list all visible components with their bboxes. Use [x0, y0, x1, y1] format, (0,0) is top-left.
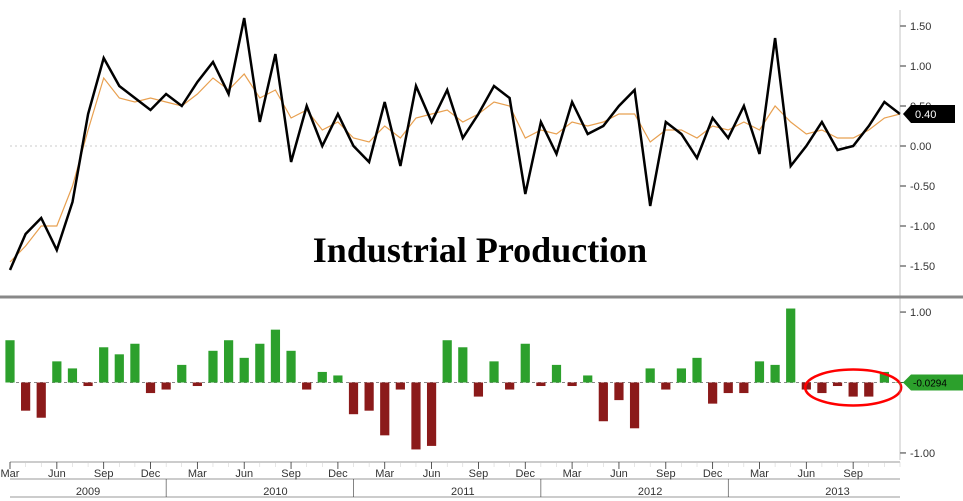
bar — [208, 351, 217, 383]
bar — [255, 344, 264, 383]
bar — [365, 383, 374, 411]
bar — [68, 368, 77, 382]
chart-title: Industrial Production — [313, 230, 647, 270]
x-tick-month: Mar — [563, 468, 582, 480]
bar — [708, 383, 717, 404]
bar — [162, 383, 171, 390]
bar — [599, 383, 608, 422]
bar — [692, 358, 701, 383]
bar — [380, 383, 389, 436]
x-tick-year: 2010 — [263, 486, 287, 498]
last-value-text-top: 0.40 — [915, 109, 936, 121]
y-tick-label: -1.00 — [910, 221, 935, 233]
y-tick-label: 0.00 — [910, 141, 931, 153]
bar — [115, 354, 124, 382]
x-tick-month: Dec — [328, 468, 348, 480]
bar — [583, 375, 592, 382]
bar — [193, 383, 202, 387]
bar — [83, 383, 92, 387]
y-tick-label-bottom: -1.00 — [910, 448, 935, 460]
bar — [333, 375, 342, 382]
bar — [427, 383, 436, 446]
x-tick-year: 2013 — [825, 486, 849, 498]
bar — [849, 383, 858, 397]
chart-container: -1.50-1.00-0.500.000.501.001.500.40Indus… — [0, 0, 963, 501]
y-tick-label-bottom: 1.00 — [910, 307, 931, 319]
bar — [614, 383, 623, 401]
bar — [489, 361, 498, 382]
bar — [724, 383, 733, 394]
x-tick-month: Mar — [1, 468, 20, 480]
bar — [5, 340, 14, 382]
bar — [536, 383, 545, 387]
bar — [130, 344, 139, 383]
bar — [52, 361, 61, 382]
y-tick-label: 1.50 — [910, 21, 931, 33]
bar — [755, 361, 764, 382]
x-tick-month: Jun — [235, 468, 253, 480]
x-tick-month: Jun — [610, 468, 628, 480]
bar — [661, 383, 670, 390]
bar — [318, 372, 327, 383]
bar — [349, 383, 358, 415]
x-tick-month: Sep — [843, 468, 863, 480]
bar — [630, 383, 639, 429]
bar — [458, 347, 467, 382]
bar — [99, 347, 108, 382]
bar — [646, 368, 655, 382]
bar — [271, 330, 280, 383]
bar — [552, 365, 561, 383]
x-tick-year: 2011 — [451, 486, 475, 498]
bar — [786, 309, 795, 383]
bar — [443, 340, 452, 382]
bar — [411, 383, 420, 450]
bar — [240, 358, 249, 383]
bar — [302, 383, 311, 390]
x-tick-month: Sep — [281, 468, 301, 480]
bar — [677, 368, 686, 382]
x-tick-year: 2012 — [638, 486, 662, 498]
bar — [833, 383, 842, 387]
bar — [286, 351, 295, 383]
x-tick-month: Mar — [188, 468, 207, 480]
bar — [37, 383, 46, 418]
y-tick-label: -0.50 — [910, 181, 935, 193]
bar — [146, 383, 155, 394]
x-tick-month: Mar — [750, 468, 769, 480]
bar — [224, 340, 233, 382]
x-tick-month: Jun — [423, 468, 441, 480]
bar — [568, 383, 577, 387]
y-tick-label: 1.00 — [910, 61, 931, 73]
x-tick-month: Mar — [375, 468, 394, 480]
x-tick-year: 2009 — [76, 486, 100, 498]
bar — [521, 344, 530, 383]
bar — [21, 383, 30, 411]
last-value-text-bottom: -0.0294 — [913, 379, 947, 390]
bar — [770, 365, 779, 383]
x-tick-month: Dec — [515, 468, 535, 480]
chart-svg: -1.50-1.00-0.500.000.501.001.500.40Indus… — [0, 0, 963, 501]
bar — [396, 383, 405, 390]
x-tick-month: Sep — [656, 468, 676, 480]
x-tick-month: Sep — [469, 468, 489, 480]
bar — [817, 383, 826, 394]
bar — [505, 383, 514, 390]
bar — [177, 365, 186, 383]
x-tick-month: Sep — [94, 468, 114, 480]
x-tick-month: Dec — [703, 468, 723, 480]
bar — [739, 383, 748, 394]
bar — [864, 383, 873, 397]
x-tick-month: Jun — [797, 468, 815, 480]
bar — [474, 383, 483, 397]
y-tick-label: -1.50 — [910, 261, 935, 273]
x-tick-month: Jun — [48, 468, 66, 480]
x-tick-month: Dec — [141, 468, 161, 480]
